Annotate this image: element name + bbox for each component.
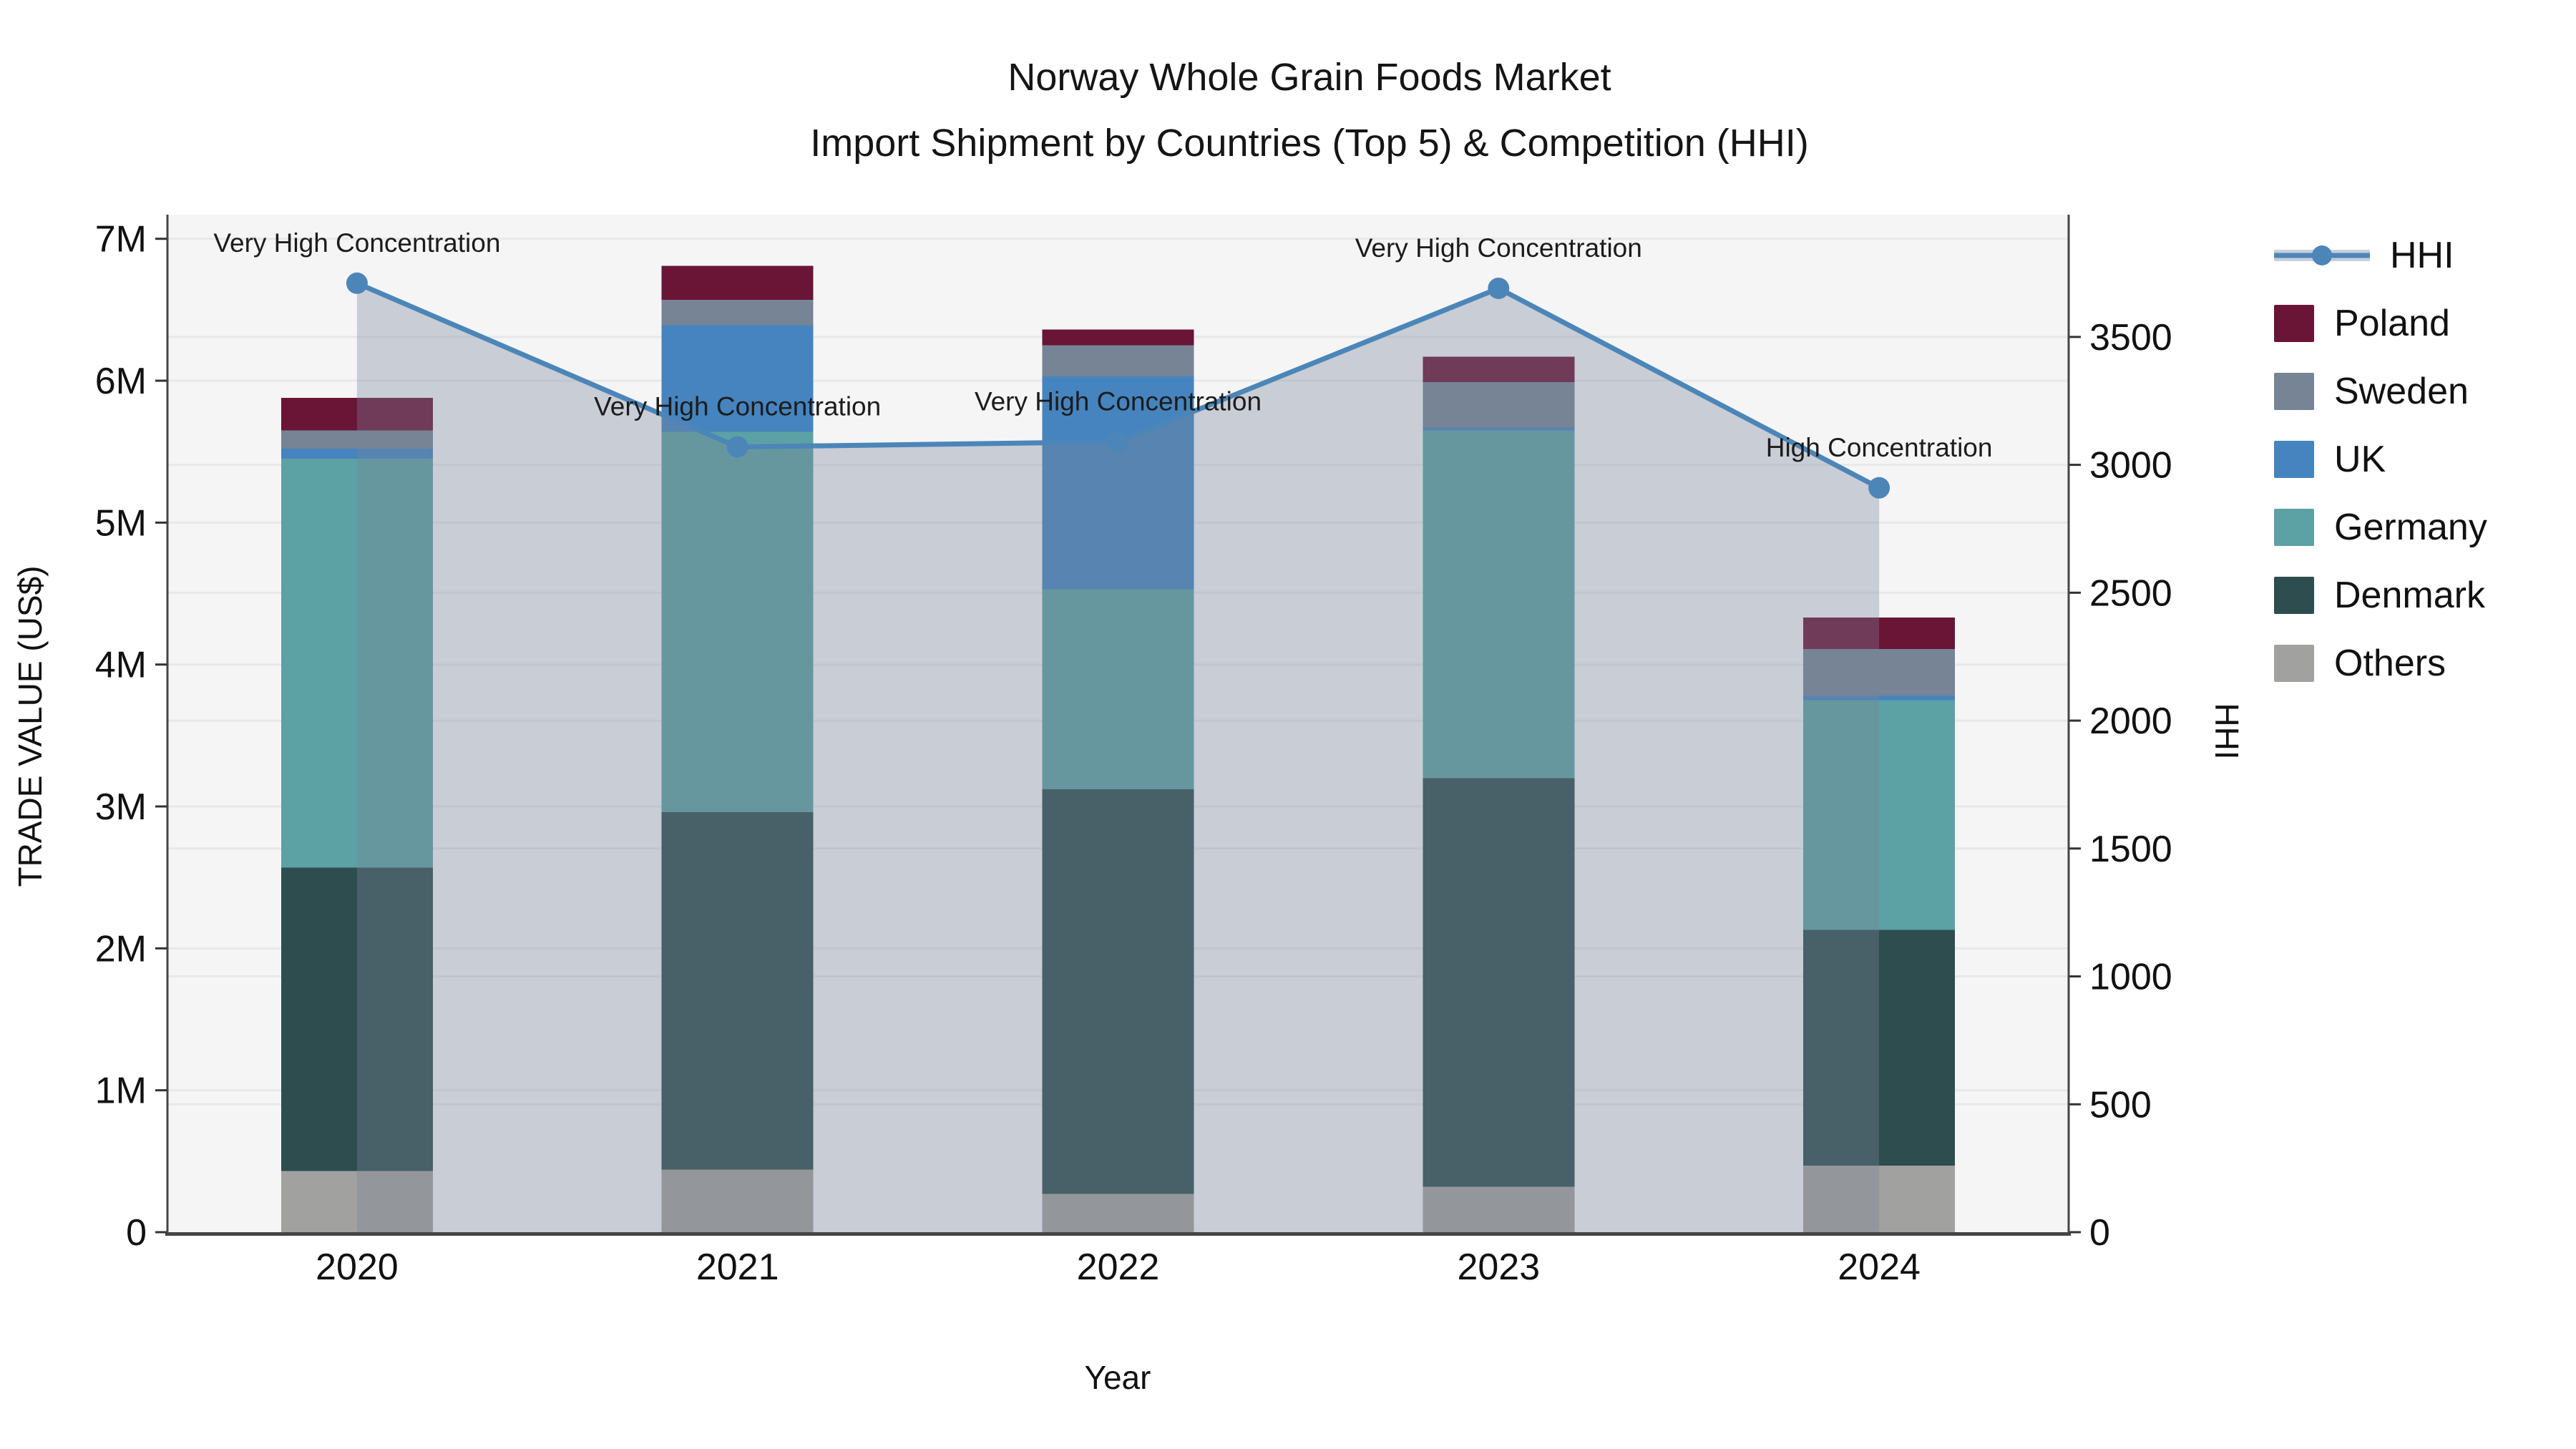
germany-color-swatch: [2274, 509, 2314, 546]
y-left-tick-label: 6M: [95, 361, 147, 402]
legend-item-denmark: Denmark: [2274, 575, 2487, 616]
bottom-spine: [165, 1232, 2071, 1236]
x-tick-label-2021: 2021: [696, 1246, 779, 1288]
legend-item-others: Others: [2274, 643, 2487, 684]
hhi-annotation-2021: Very High Concentration: [594, 392, 881, 421]
bar-segment-poland-2024: [1803, 618, 1956, 649]
legend-label-denmark: Denmark: [2334, 575, 2485, 616]
legend-label-others: Others: [2334, 643, 2446, 684]
legend: HHI Poland Sweden UK Germany Denmark Others: [2274, 235, 2487, 684]
bar-segment-others-2021: [661, 1169, 814, 1232]
hhi-marker-2021: [726, 436, 748, 458]
hhi-annotation-2024: High Concentration: [1766, 433, 1993, 462]
bar-segment-poland-2022: [1042, 329, 1194, 346]
x-tick-label-2024: 2024: [1838, 1246, 1921, 1288]
legend-item-germany: Germany: [2274, 507, 2487, 548]
chart-title-block: Norway Whole Grain Foods Market Import S…: [43, 44, 2576, 176]
legend-item-uk: UK: [2274, 439, 2487, 480]
bar-segment-germany-2023: [1423, 430, 1575, 779]
y-right-tick-label: 0: [2089, 1212, 2110, 1254]
y-right-tick-label: 3000: [2089, 445, 2172, 487]
x-tick-label-2023: 2023: [1457, 1246, 1540, 1288]
hhi-marker-2023: [1488, 277, 1510, 299]
y-right-tick-label: 2000: [2089, 701, 2172, 742]
sweden-color-swatch: [2274, 373, 2314, 410]
bar-segment-germany-2022: [1042, 589, 1194, 790]
x-tick-label-2022: 2022: [1077, 1246, 1160, 1288]
others-color-swatch: [2274, 645, 2314, 682]
bar-segment-others-2024: [1803, 1165, 1956, 1232]
hhi-marker-2022: [1107, 431, 1129, 453]
chart-title: Norway Whole Grain Foods Market: [1008, 56, 1611, 99]
hhi-line-legend-icon: [2274, 245, 2370, 265]
y-right-tick-label: 1000: [2089, 957, 2172, 998]
bar-segment-sweden-2023: [1423, 382, 1575, 428]
y-left-tick-label: 5M: [95, 502, 147, 544]
legend-label-sweden: Sweden: [2334, 371, 2469, 412]
hhi-annotation-2022: Very High Concentration: [975, 386, 1262, 416]
bar-segment-uk-2020: [280, 449, 433, 459]
y-right-tick-label: 1500: [2089, 829, 2172, 870]
chart-subtitle: Import Shipment by Countries (Top 5) & C…: [810, 122, 1809, 165]
bar-segment-germany-2020: [280, 459, 433, 868]
bar-segment-poland-2023: [1423, 356, 1575, 383]
y-right-tick-label: 2500: [2089, 572, 2172, 614]
hhi-marker-2020: [346, 272, 368, 294]
uk-color-swatch: [2274, 441, 2314, 478]
hhi-annotation-2020: Very High Concentration: [213, 228, 500, 258]
hhi-marker-2024: [1868, 477, 1890, 499]
bar-segment-poland-2021: [661, 265, 814, 300]
bar-segment-denmark-2022: [1042, 789, 1194, 1194]
legend-item-hhi: HHI: [2274, 235, 2487, 276]
bar-segment-others-2020: [280, 1171, 433, 1232]
y-left-tick-label: 1M: [95, 1070, 147, 1112]
legend-label-poland: Poland: [2334, 303, 2450, 344]
bar-segment-sweden-2022: [1042, 345, 1194, 377]
hhi-annotation-2023: Very High Concentration: [1355, 233, 1642, 263]
legend-label-germany: Germany: [2334, 507, 2487, 548]
bar-segment-germany-2024: [1803, 700, 1956, 930]
y-right-tick-label: 500: [2089, 1084, 2152, 1126]
y-left-tick-label: 7M: [95, 219, 147, 260]
legend-item-sweden: Sweden: [2274, 371, 2487, 412]
bar-segment-denmark-2023: [1423, 778, 1575, 1187]
bar-segment-uk-2024: [1803, 696, 1956, 701]
bar-segment-uk-2022: [1042, 376, 1194, 590]
bar-segment-germany-2021: [661, 431, 814, 812]
y-right-tick-label: 3500: [2089, 317, 2172, 358]
bar-segment-sweden-2024: [1803, 648, 1956, 696]
bar-segment-denmark-2020: [280, 867, 433, 1171]
bar-segment-uk-2023: [1423, 427, 1575, 431]
bar-segment-poland-2020: [280, 397, 433, 431]
x-axis-label: Year: [1084, 1359, 1151, 1396]
poland-color-swatch: [2274, 305, 2314, 342]
bar-segment-others-2022: [1042, 1194, 1194, 1232]
x-tick-label-2020: 2020: [316, 1246, 399, 1288]
y-left-tick-label: 4M: [95, 645, 147, 686]
bar-segment-denmark-2024: [1803, 930, 1956, 1166]
denmark-color-swatch: [2274, 577, 2314, 614]
y-left-tick-label: 2M: [95, 928, 147, 970]
y-left-tick-label: 0: [126, 1212, 147, 1254]
bar-segment-uk-2021: [661, 325, 814, 432]
legend-label-uk: UK: [2334, 439, 2386, 480]
y-left-tick-label: 3M: [95, 786, 147, 828]
bar-segment-others-2023: [1423, 1186, 1575, 1232]
bar-segment-sweden-2020: [280, 430, 433, 449]
hhi-area-fill: [356, 283, 1880, 1232]
bar-segment-sweden-2021: [661, 299, 814, 326]
legend-label-hhi: HHI: [2390, 235, 2454, 276]
bar-segment-denmark-2021: [661, 811, 814, 1170]
legend-item-poland: Poland: [2274, 303, 2487, 344]
